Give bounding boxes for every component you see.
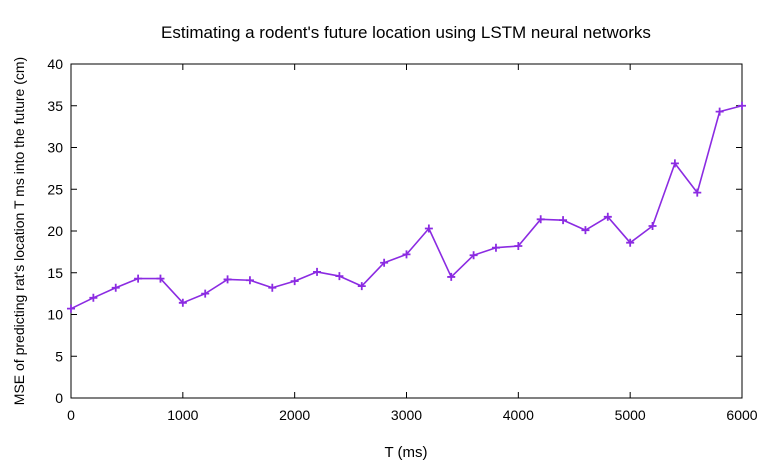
data-point xyxy=(380,258,389,267)
data-point xyxy=(715,107,724,116)
plot-frame xyxy=(70,63,743,399)
y-tick-label: 20 xyxy=(47,223,63,239)
data-point xyxy=(67,304,75,313)
plot-area xyxy=(70,63,743,399)
data-point xyxy=(402,250,411,259)
y-tick-label: 30 xyxy=(47,140,63,156)
x-tick-label: 6000 xyxy=(726,407,757,423)
y-axis: 0 5 10 15 20 25 30 35 40 xyxy=(47,56,742,406)
x-tick-label: 2000 xyxy=(279,407,310,423)
data-point xyxy=(603,212,612,221)
data-point xyxy=(335,272,344,281)
y-tick-label: 0 xyxy=(55,390,63,406)
data-point xyxy=(357,282,366,291)
data-point xyxy=(268,283,277,292)
data-point xyxy=(223,275,232,284)
x-tick-label: 5000 xyxy=(615,407,646,423)
data-point xyxy=(89,293,98,302)
data-point xyxy=(738,101,746,110)
data-point xyxy=(514,242,523,251)
x-tick-label: 4000 xyxy=(503,407,534,423)
series-layer xyxy=(67,101,746,313)
x-axis-label: T (ms) xyxy=(384,444,427,461)
y-tick-label: 15 xyxy=(47,265,63,281)
data-point xyxy=(156,274,165,283)
y-tick-label: 35 xyxy=(47,98,63,114)
y-axis-label: MSE of predicting rat's location T ms in… xyxy=(11,57,27,405)
data-point xyxy=(469,251,478,260)
x-tick-label: 1000 xyxy=(167,407,198,423)
y-tick-label: 10 xyxy=(47,307,63,323)
data-point xyxy=(290,277,299,286)
data-point xyxy=(648,221,657,230)
data-point xyxy=(693,188,702,197)
data-point xyxy=(559,216,568,225)
data-point xyxy=(670,159,679,168)
chart-title: Estimating a rodent's future location us… xyxy=(161,23,651,42)
data-point xyxy=(178,298,187,307)
y-tick-label: 5 xyxy=(55,348,63,364)
y-tick-label: 25 xyxy=(47,181,63,197)
data-point xyxy=(313,267,322,276)
data-point xyxy=(201,289,210,298)
data-point xyxy=(581,226,590,235)
series-line xyxy=(70,104,743,310)
data-point xyxy=(447,272,456,281)
data-point xyxy=(245,276,254,285)
data-point xyxy=(536,215,545,224)
data-point xyxy=(111,283,120,292)
data-point xyxy=(134,274,143,283)
x-tick-label: 0 xyxy=(67,407,75,423)
data-point xyxy=(491,243,500,252)
y-tick-label: 40 xyxy=(47,56,63,72)
x-axis: 0 1000 2000 3000 4000 5000 6000 xyxy=(67,64,758,423)
data-point xyxy=(626,238,635,247)
data-point xyxy=(424,224,433,233)
x-tick-label: 3000 xyxy=(391,407,422,423)
